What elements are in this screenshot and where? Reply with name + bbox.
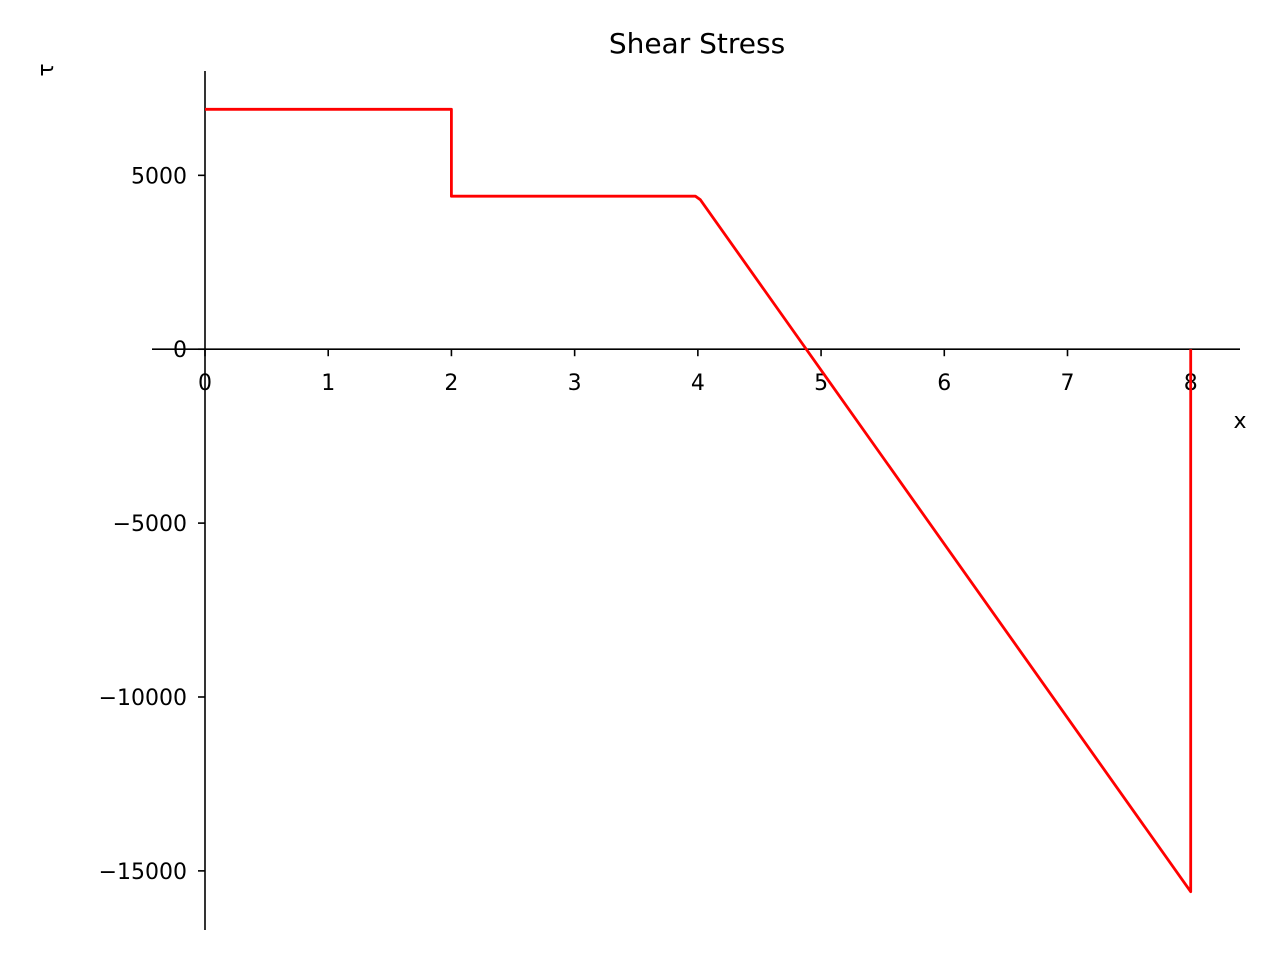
chart-title: Shear Stress xyxy=(609,27,785,60)
axes xyxy=(152,71,1240,930)
x-tick-label: 3 xyxy=(568,371,582,396)
x-tick-label: 4 xyxy=(691,371,705,396)
x-tick-label: 6 xyxy=(937,371,951,396)
series-group xyxy=(205,107,1193,894)
x-axis-label: x xyxy=(1233,409,1246,434)
y-tick-label: −5000 xyxy=(113,512,187,537)
shear-stress-line xyxy=(205,107,1193,894)
y-tick-label: −10000 xyxy=(99,686,187,711)
y-axis-label: τ xyxy=(34,63,59,76)
y-tick-label: 0 xyxy=(173,338,187,363)
x-tick-label: 2 xyxy=(444,371,458,396)
y-tick-label: −15000 xyxy=(99,860,187,885)
x-tick-label: 1 xyxy=(321,371,335,396)
x-tick-label: 0 xyxy=(198,371,212,396)
y-ticks: 5000 0 −5000 −10000 −15000 xyxy=(99,164,205,885)
x-tick-label: 7 xyxy=(1061,371,1075,396)
y-tick-label: 5000 xyxy=(131,164,187,189)
